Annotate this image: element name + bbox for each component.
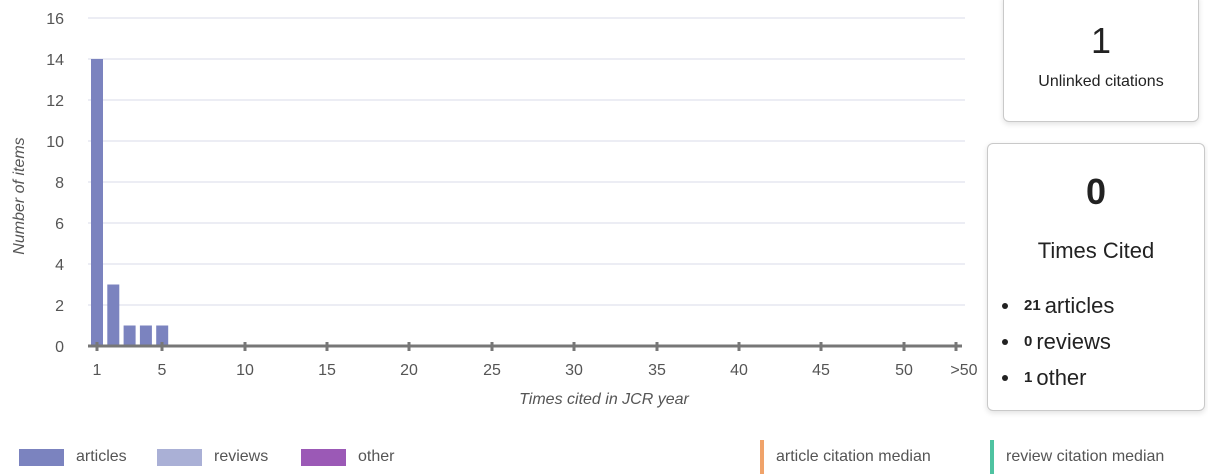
x-axis-title: Times cited in JCR year xyxy=(519,391,689,408)
y-tick-label: 6 xyxy=(55,216,64,233)
bullet-icon xyxy=(1002,303,1008,309)
breakdown-other-label: other xyxy=(1036,365,1087,390)
bullet-icon xyxy=(1002,339,1008,345)
bar-articles xyxy=(123,325,136,346)
breakdown-reviews: 0 reviews xyxy=(1002,324,1204,360)
legend-articles[interactable]: articles xyxy=(19,446,127,468)
y-tick-label: 2 xyxy=(55,298,64,315)
breakdown-articles: 21 articles xyxy=(1002,288,1204,324)
legend-reviews[interactable]: reviews xyxy=(157,446,268,468)
x-tick-label: 40 xyxy=(730,362,748,379)
x-tick-label: 35 xyxy=(648,362,666,379)
y-axis-title: Number of items xyxy=(11,137,28,254)
legend-reviews-swatch xyxy=(157,448,202,466)
breakdown-other-count: 1 xyxy=(1024,369,1033,386)
bar-articles xyxy=(107,284,120,346)
legend-review-median-label: review citation median xyxy=(1006,448,1165,465)
x-tick-label: 45 xyxy=(812,362,830,379)
breakdown-other: 1 other xyxy=(1002,360,1204,396)
bar-articles xyxy=(156,325,169,346)
unlinked-citations-label: Unlinked citations xyxy=(1038,73,1164,90)
times-cited-label: Times Cited xyxy=(1037,238,1155,263)
legend-reviews-label: reviews xyxy=(214,448,269,465)
unlinked-citations-count: 1 xyxy=(1090,20,1112,61)
legend-other[interactable]: other xyxy=(301,446,394,468)
legend-article-median[interactable]: article citation median xyxy=(760,440,931,474)
breakdown-articles-count: 21 xyxy=(1024,297,1041,314)
y-tick-label: 0 xyxy=(55,339,64,356)
times-cited-card: 0 Times Cited 21 articles 0 reviews 1 ot… xyxy=(987,143,1205,411)
legend-review-median[interactable]: review citation median xyxy=(990,440,1165,474)
times-cited-count: 0 xyxy=(1085,171,1107,212)
legend-articles-swatch xyxy=(19,448,64,466)
y-tick-label: 14 xyxy=(46,52,64,69)
legend-article-median-line xyxy=(760,440,764,474)
x-tick-label: 50 xyxy=(895,362,913,379)
breakdown-reviews-count: 0 xyxy=(1024,333,1033,350)
x-tick-label: >50 xyxy=(950,362,977,379)
breakdown-reviews-label: reviews xyxy=(1036,329,1111,354)
y-tick-label: 8 xyxy=(55,175,64,192)
x-tick-label: 10 xyxy=(236,362,254,379)
x-tick-label: 5 xyxy=(158,362,167,379)
legend-articles-label: articles xyxy=(76,448,127,465)
bar-articles xyxy=(91,59,103,346)
breakdown-articles-label: articles xyxy=(1044,293,1115,318)
legend-review-median-line xyxy=(990,440,994,474)
x-tick-label: 20 xyxy=(400,362,418,379)
x-tick-label: 1 xyxy=(93,362,102,379)
x-tick-label: 30 xyxy=(565,362,583,379)
unlinked-citations-card[interactable]: 1 Unlinked citations xyxy=(1003,0,1199,122)
legend-other-label: other xyxy=(358,448,395,465)
y-tick-label: 16 xyxy=(46,11,64,28)
legend-article-median-label: article citation median xyxy=(776,448,931,465)
y-tick-label: 4 xyxy=(55,257,64,274)
bullet-icon xyxy=(1002,375,1008,381)
times-cited-breakdown: 21 articles 0 reviews 1 other xyxy=(988,288,1204,396)
y-tick-label: 10 xyxy=(46,134,64,151)
y-tick-label: 12 xyxy=(46,93,64,110)
bar-articles xyxy=(139,325,152,346)
legend-other-swatch xyxy=(301,448,346,466)
x-tick-label: 25 xyxy=(483,362,501,379)
x-tick-label: 15 xyxy=(318,362,336,379)
